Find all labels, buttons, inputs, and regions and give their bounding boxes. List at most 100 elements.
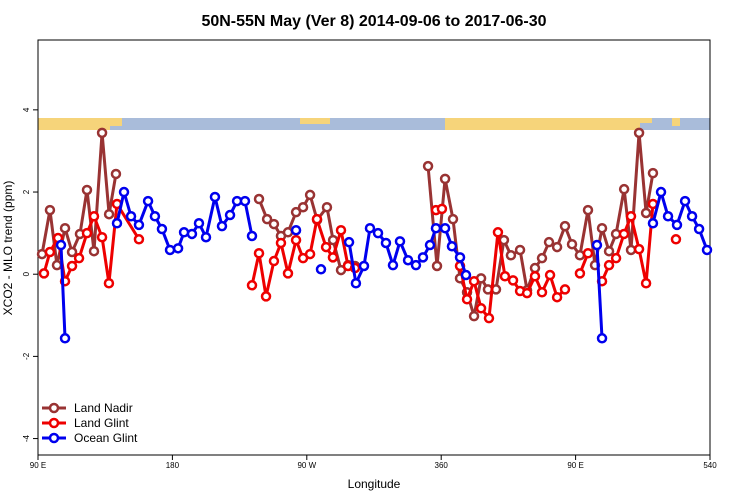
- data-point: [149, 211, 161, 222]
- data-point: [73, 252, 85, 264]
- data-point: [164, 244, 176, 256]
- x-tick-label: 180: [166, 461, 180, 470]
- data-point: [693, 223, 705, 235]
- data-point: [133, 219, 145, 231]
- data-point: [246, 230, 258, 242]
- data-point: [475, 303, 487, 314]
- y-tick-label: -4: [22, 434, 31, 442]
- data-point: [350, 277, 362, 289]
- legend-marker: [48, 402, 60, 414]
- y-tick-label: 2: [22, 189, 31, 194]
- data-point: [253, 248, 265, 259]
- data-point: [282, 268, 294, 279]
- data-point: [209, 191, 221, 203]
- data-point: [640, 207, 652, 219]
- data-point: [327, 234, 339, 246]
- data-point: [679, 195, 691, 207]
- data-point: [505, 250, 517, 261]
- data-point: [461, 294, 473, 305]
- data-point: [387, 259, 399, 271]
- data-point: [625, 244, 637, 256]
- data-point: [327, 252, 339, 263]
- data-point: [81, 227, 93, 239]
- data-point: [543, 236, 555, 248]
- data-point: [260, 291, 272, 302]
- data-point: [118, 186, 130, 198]
- data-point: [320, 241, 332, 253]
- data-point: [290, 224, 302, 236]
- y-tick-label: 4: [22, 107, 31, 112]
- data-point: [655, 186, 667, 198]
- data-point: [193, 218, 205, 229]
- data-point: [647, 167, 659, 179]
- data-point: [544, 269, 556, 281]
- data-point: [625, 211, 637, 222]
- data-point: [490, 284, 502, 295]
- data-point: [618, 183, 630, 195]
- data-point: [574, 250, 586, 261]
- legend-marker: [48, 432, 60, 444]
- data-point: [133, 234, 145, 245]
- data-point: [51, 259, 63, 271]
- data-point: [446, 241, 458, 252]
- data-point: [454, 252, 466, 263]
- data-point: [172, 243, 184, 254]
- data-point: [402, 254, 414, 266]
- data-point: [529, 271, 541, 282]
- y-axis-label: XCO2 - MLO trend (ppm): [1, 181, 15, 316]
- data-point: [507, 275, 519, 286]
- legend-label: Ocean Glint: [74, 431, 138, 445]
- data-point: [424, 239, 436, 251]
- data-point: [380, 237, 392, 249]
- data-point: [582, 248, 594, 259]
- data-point: [81, 184, 93, 196]
- data-point: [633, 127, 645, 139]
- data-point: [59, 333, 71, 344]
- data-point: [315, 264, 327, 275]
- data-point: [96, 127, 108, 139]
- legend-label: Land Nadir: [74, 401, 133, 415]
- data-point: [566, 238, 578, 250]
- data-point: [261, 213, 273, 225]
- data-point: [297, 201, 309, 213]
- data-point: [335, 224, 347, 236]
- data-point: [618, 228, 630, 240]
- data-point: [290, 206, 302, 218]
- data-point: [521, 287, 533, 299]
- data-point: [103, 277, 115, 289]
- data-point: [304, 248, 316, 260]
- data-point: [142, 195, 154, 207]
- data-point: [372, 227, 384, 239]
- legend-marker: [48, 417, 60, 429]
- data-point: [268, 218, 280, 230]
- data-point: [66, 246, 78, 258]
- data-point: [290, 234, 302, 246]
- data-point: [304, 189, 316, 201]
- data-point: [410, 259, 422, 271]
- data-point: [582, 204, 594, 216]
- data-point: [59, 222, 71, 234]
- data-point: [103, 208, 115, 220]
- data-point: [44, 204, 56, 216]
- data-point: [514, 244, 526, 256]
- data-point: [483, 312, 495, 324]
- data-point: [499, 271, 511, 282]
- data-point: [239, 195, 251, 207]
- data-point: [492, 227, 504, 238]
- data-point: [125, 211, 137, 222]
- data-point: [610, 252, 622, 264]
- data-point: [529, 262, 541, 274]
- data-point: [156, 223, 168, 235]
- data-point: [551, 241, 563, 253]
- data-point: [394, 236, 406, 247]
- data-point: [343, 236, 355, 248]
- land-ocean-strip: [38, 118, 710, 130]
- data-point: [417, 252, 429, 263]
- data-point: [430, 222, 442, 234]
- data-point: [358, 260, 370, 272]
- data-point: [596, 222, 608, 234]
- data-point: [468, 275, 480, 287]
- data-point: [88, 245, 100, 257]
- data-point: [311, 213, 323, 225]
